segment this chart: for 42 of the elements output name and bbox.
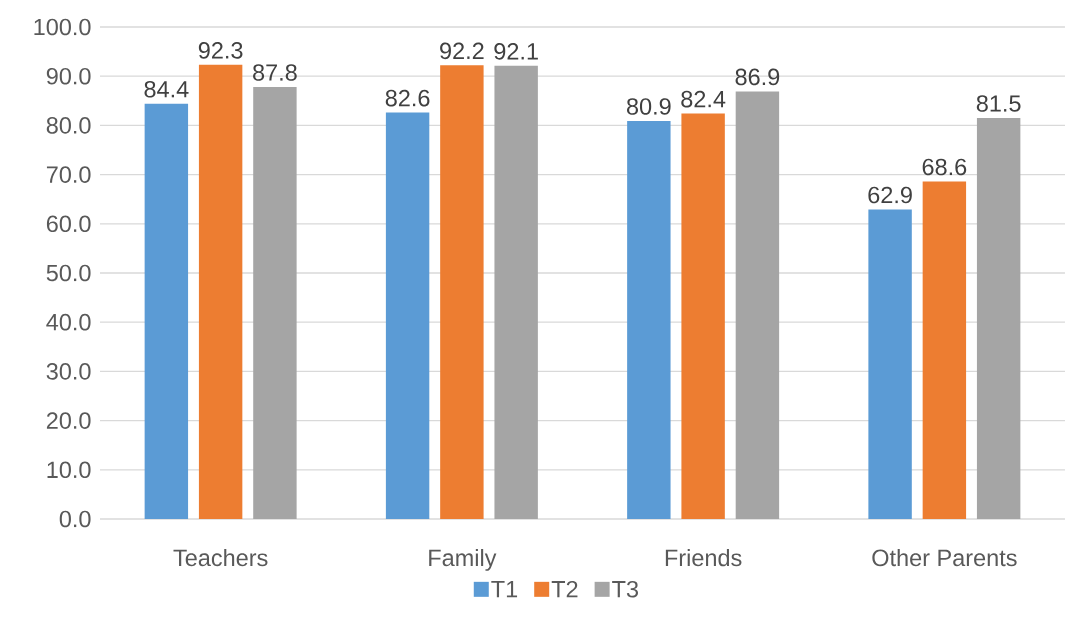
data-label: 87.8 <box>253 64 297 81</box>
bar <box>494 65 538 519</box>
y-tick-label: 20.0 <box>46 412 91 429</box>
data-label: 62.9 <box>868 186 912 204</box>
y-tick-label: 60.0 <box>46 215 91 233</box>
bar <box>253 87 297 519</box>
data-label: 68.6 <box>922 158 967 176</box>
legend-label: T2 <box>551 580 578 598</box>
data-label: 92.3 <box>198 42 243 59</box>
data-label: 82.4 <box>681 90 726 108</box>
data-label: 86.9 <box>735 68 780 86</box>
x-tick-label: Family <box>429 548 497 571</box>
bar <box>440 65 484 519</box>
bar <box>198 64 243 519</box>
bar <box>735 91 780 519</box>
y-tick-label: 40.0 <box>46 313 91 331</box>
data-label: 92.1 <box>494 43 538 60</box>
y-tick-label: 90.0 <box>46 67 91 85</box>
y-tick-label: 30.0 <box>46 363 91 380</box>
legend-label: T1 <box>491 581 518 598</box>
x-tick-label: Teachers <box>173 548 268 567</box>
bar <box>868 209 912 519</box>
x-tick-label: Friends <box>665 548 742 567</box>
legend-label: T3 <box>612 580 639 598</box>
y-tick-label: 0.0 <box>59 510 91 528</box>
y-tick-label: 70.0 <box>46 166 91 183</box>
data-label: 82.6 <box>385 89 430 107</box>
y-tick-label: 100.0 <box>34 18 91 36</box>
y-tick-label: 80.0 <box>46 117 91 134</box>
bar <box>922 181 967 519</box>
bar <box>627 120 671 519</box>
bar <box>144 103 189 519</box>
data-label: 92.2 <box>440 42 484 60</box>
x-tick-label: Other Parents <box>872 548 1017 567</box>
data-label: 81.5 <box>976 95 1021 112</box>
y-tick-label: 10.0 <box>47 461 91 479</box>
y-tick-label: 50.0 <box>46 264 91 282</box>
data-label: 80.9 <box>627 98 671 115</box>
data-label: 84.4 <box>144 80 189 98</box>
bar <box>976 118 1021 519</box>
bar <box>385 112 430 519</box>
bar <box>681 113 725 519</box>
